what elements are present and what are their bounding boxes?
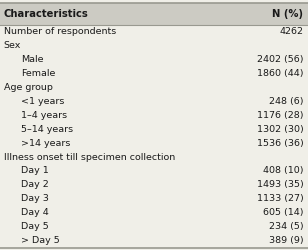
Text: 248 (6): 248 (6): [269, 97, 303, 106]
Text: 1493 (35): 1493 (35): [257, 180, 303, 189]
Text: 1302 (30): 1302 (30): [257, 125, 303, 134]
Text: 1133 (27): 1133 (27): [257, 194, 303, 203]
Text: Age group: Age group: [4, 83, 53, 92]
Text: > Day 5: > Day 5: [21, 236, 59, 245]
Text: Day 5: Day 5: [21, 222, 48, 231]
Text: Day 4: Day 4: [21, 208, 48, 217]
Text: Number of respondents: Number of respondents: [4, 27, 116, 36]
Text: N (%): N (%): [272, 9, 303, 19]
Text: Day 1: Day 1: [21, 166, 48, 175]
Text: 1860 (44): 1860 (44): [257, 69, 303, 78]
Text: 4262: 4262: [279, 27, 303, 36]
Text: 1–4 years: 1–4 years: [21, 111, 67, 120]
Text: 605 (14): 605 (14): [263, 208, 303, 217]
Text: Male: Male: [21, 55, 43, 64]
Text: 1176 (28): 1176 (28): [257, 111, 303, 120]
Bar: [0, 2, 308, 25]
Text: Day 2: Day 2: [21, 180, 48, 189]
Text: 389 (9): 389 (9): [269, 236, 303, 245]
Text: 234 (5): 234 (5): [269, 222, 303, 231]
Text: >14 years: >14 years: [21, 138, 70, 147]
Text: Day 3: Day 3: [21, 194, 49, 203]
Text: <1 years: <1 years: [21, 97, 64, 106]
Text: 1536 (36): 1536 (36): [257, 138, 303, 147]
Text: 2402 (56): 2402 (56): [257, 55, 303, 64]
Text: 408 (10): 408 (10): [263, 166, 303, 175]
Text: Female: Female: [21, 69, 55, 78]
Text: Illness onset till specimen collection: Illness onset till specimen collection: [4, 152, 175, 162]
Text: Characteristics: Characteristics: [4, 9, 88, 19]
Text: 5–14 years: 5–14 years: [21, 125, 73, 134]
Text: Sex: Sex: [4, 41, 21, 50]
